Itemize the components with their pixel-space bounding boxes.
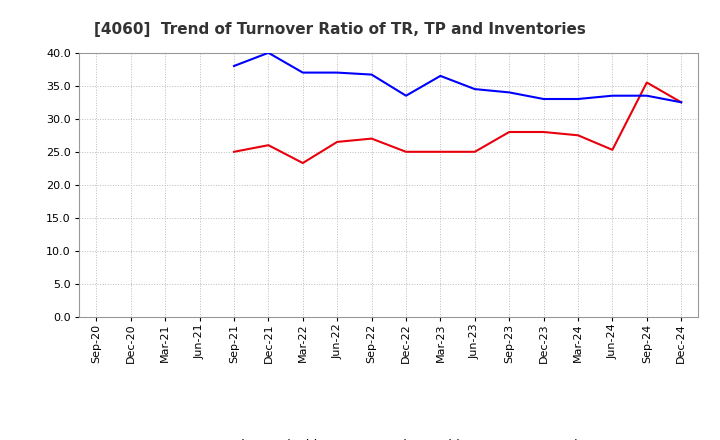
Trade Payables [642,93,651,98]
Trade Receivables [505,129,513,135]
Trade Receivables [677,99,685,105]
Trade Receivables [367,136,376,141]
Trade Payables [402,93,410,98]
Trade Receivables [574,132,582,138]
Trade Payables [574,96,582,102]
Line: Trade Receivables: Trade Receivables [234,82,681,163]
Trade Receivables [230,149,238,154]
Trade Receivables [539,129,548,135]
Trade Receivables [470,149,479,154]
Trade Payables [677,99,685,105]
Legend: Trade Receivables, Trade Payables, Inventories: Trade Receivables, Trade Payables, Inven… [179,434,598,440]
Text: [4060]  Trend of Turnover Ratio of TR, TP and Inventories: [4060] Trend of Turnover Ratio of TR, TP… [94,22,585,37]
Line: Trade Payables: Trade Payables [234,53,681,102]
Trade Receivables [436,149,445,154]
Trade Receivables [333,139,341,144]
Trade Payables [299,70,307,75]
Trade Receivables [264,143,273,148]
Trade Receivables [299,160,307,165]
Trade Payables [470,86,479,92]
Trade Payables [230,63,238,69]
Trade Payables [333,70,341,75]
Trade Receivables [402,149,410,154]
Trade Payables [264,50,273,55]
Trade Payables [539,96,548,102]
Trade Payables [505,90,513,95]
Trade Payables [608,93,617,98]
Trade Payables [436,73,445,78]
Trade Payables [367,72,376,77]
Trade Receivables [642,80,651,85]
Trade Receivables [608,147,617,152]
